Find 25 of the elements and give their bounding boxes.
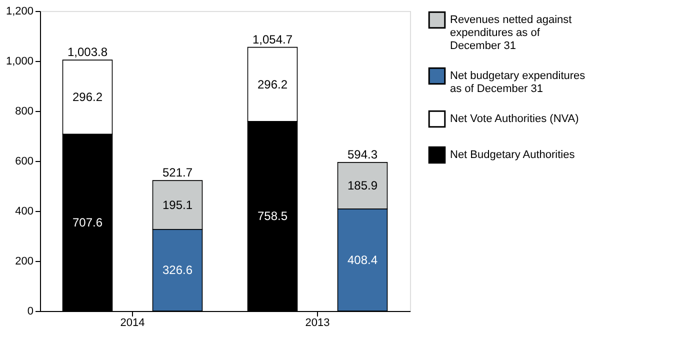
data-label: 408.4: [347, 252, 378, 267]
data-label: 707.6: [72, 216, 103, 230]
total-label: 1,003.8: [67, 45, 108, 60]
data-label: 185.9: [347, 178, 378, 193]
y-tick-label: 800: [15, 106, 34, 118]
legend-label: Net budgetary expenditures as of December 31: [450, 70, 586, 95]
text: 2014: [120, 317, 145, 329]
y-tick-label: 200: [15, 256, 34, 268]
data-label: 758.5: [257, 209, 288, 224]
text: 2013: [305, 317, 330, 329]
data-label: 195.1: [162, 198, 193, 212]
y-tick-label: 600: [15, 156, 34, 168]
y-tick-label: 400: [15, 206, 34, 218]
total-label: 594.3: [347, 147, 378, 162]
data-label: 326.6: [162, 263, 193, 278]
total-label: 1,054.7: [252, 32, 293, 46]
legend-label: Net Budgetary Authorities: [450, 149, 576, 161]
legend-label: Net Vote Authorities (NVA): [450, 113, 579, 125]
y-tick-label: 1,200: [6, 6, 34, 18]
total-label: 521.7: [162, 166, 193, 180]
data-label: 296.2: [257, 77, 288, 92]
y-tick-label: 0: [27, 306, 34, 318]
legend-label: Revenues netted against expenditures as of December 31: [450, 14, 572, 52]
data-label: 296.2: [72, 90, 103, 104]
y-tick-label: 1,000: [6, 56, 34, 68]
